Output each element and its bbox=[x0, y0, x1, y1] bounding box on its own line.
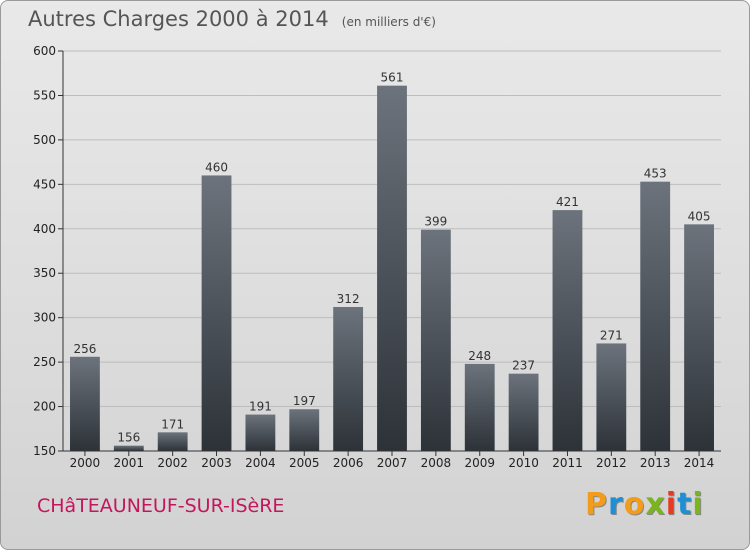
x-tick-label-2014: 2014 bbox=[684, 456, 715, 470]
bar-2002 bbox=[157, 432, 188, 451]
bar-2010 bbox=[508, 373, 539, 451]
y-tick-label: 400 bbox=[33, 222, 56, 236]
data-label-2014: 405 bbox=[688, 209, 711, 223]
chart-title: Autres Charges 2000 à 2014 bbox=[28, 7, 329, 31]
commune-name: CHâTEAUNEUF-SUR-ISèRE bbox=[37, 495, 285, 517]
data-label-2013: 453 bbox=[644, 167, 667, 181]
data-label-2008: 399 bbox=[424, 215, 447, 229]
y-tick-label: 250 bbox=[33, 355, 56, 369]
bar-2001 bbox=[113, 445, 144, 451]
x-tick-label-2007: 2007 bbox=[377, 456, 408, 470]
y-tick-label: 350 bbox=[33, 266, 56, 280]
bar-2003 bbox=[201, 175, 232, 451]
x-tick-label-2008: 2008 bbox=[421, 456, 452, 470]
y-tick-label: 200 bbox=[33, 400, 56, 414]
axes bbox=[58, 50, 721, 456]
logo-letter: i bbox=[692, 487, 704, 522]
data-label-2002: 171 bbox=[161, 417, 184, 431]
bar-2012 bbox=[596, 343, 627, 451]
bar-2011 bbox=[552, 210, 583, 451]
x-tick-label-2012: 2012 bbox=[596, 456, 627, 470]
logo-letter: x bbox=[645, 487, 666, 522]
x-tick-label-2010: 2010 bbox=[508, 456, 539, 470]
data-label-2001: 156 bbox=[117, 431, 140, 445]
data-label-2000: 256 bbox=[73, 342, 96, 356]
logo-letter: o bbox=[623, 487, 646, 522]
x-tick-label-2001: 2001 bbox=[114, 456, 145, 470]
bar-2004 bbox=[245, 414, 276, 451]
data-label-2007: 561 bbox=[381, 71, 404, 85]
x-tick-label-2003: 2003 bbox=[201, 456, 232, 470]
chart-subtitle: (en milliers d'€) bbox=[341, 15, 436, 29]
bar-2008 bbox=[420, 229, 451, 451]
x-tick-label-2000: 2000 bbox=[70, 456, 101, 470]
y-tick-label: 450 bbox=[33, 177, 56, 191]
y-tick-label: 300 bbox=[33, 311, 56, 325]
bar-2014 bbox=[684, 224, 714, 451]
logo-letter: i bbox=[665, 487, 678, 522]
bar-2006 bbox=[333, 307, 364, 451]
data-label-2010: 237 bbox=[512, 359, 535, 373]
bar-2007 bbox=[377, 85, 407, 452]
y-tick-label: 150 bbox=[33, 444, 56, 458]
logo-letter: P bbox=[585, 487, 608, 522]
data-label-2011: 421 bbox=[556, 195, 579, 209]
bar-2013 bbox=[640, 181, 671, 451]
data-label-2004: 191 bbox=[249, 400, 272, 414]
logo-letter: t bbox=[677, 487, 693, 522]
data-label-2006: 312 bbox=[337, 292, 360, 306]
proxiti-logo[interactable]: Proxiti bbox=[585, 487, 704, 522]
x-tick-label-2011: 2011 bbox=[552, 456, 583, 470]
x-tick-label-2006: 2006 bbox=[333, 456, 364, 470]
y-tick-label: 550 bbox=[33, 88, 56, 102]
data-label-2003: 460 bbox=[205, 160, 228, 174]
data-label-2009: 248 bbox=[468, 349, 491, 363]
labels: 150 200 250 300 350 400 450 500 550 600 256 2000 156… bbox=[33, 44, 714, 470]
bar-2005 bbox=[289, 409, 320, 451]
x-tick-label-2013: 2013 bbox=[640, 456, 671, 470]
y-tick-label: 500 bbox=[33, 133, 56, 147]
bar-2009 bbox=[464, 363, 495, 451]
chart-title-block: Autres Charges 2000 à 2014 (en milliers … bbox=[28, 7, 436, 31]
data-label-2005: 197 bbox=[293, 394, 316, 408]
x-tick-label-2009: 2009 bbox=[464, 456, 495, 470]
data-label-2012: 271 bbox=[600, 328, 623, 342]
x-tick-label-2004: 2004 bbox=[245, 456, 276, 470]
bars bbox=[70, 85, 714, 452]
y-tick-label: 600 bbox=[33, 44, 56, 58]
x-tick-label-2002: 2002 bbox=[157, 456, 188, 470]
bar-2000 bbox=[70, 356, 100, 451]
x-tick-label-2005: 2005 bbox=[289, 456, 320, 470]
logo-letter: r bbox=[608, 487, 624, 522]
